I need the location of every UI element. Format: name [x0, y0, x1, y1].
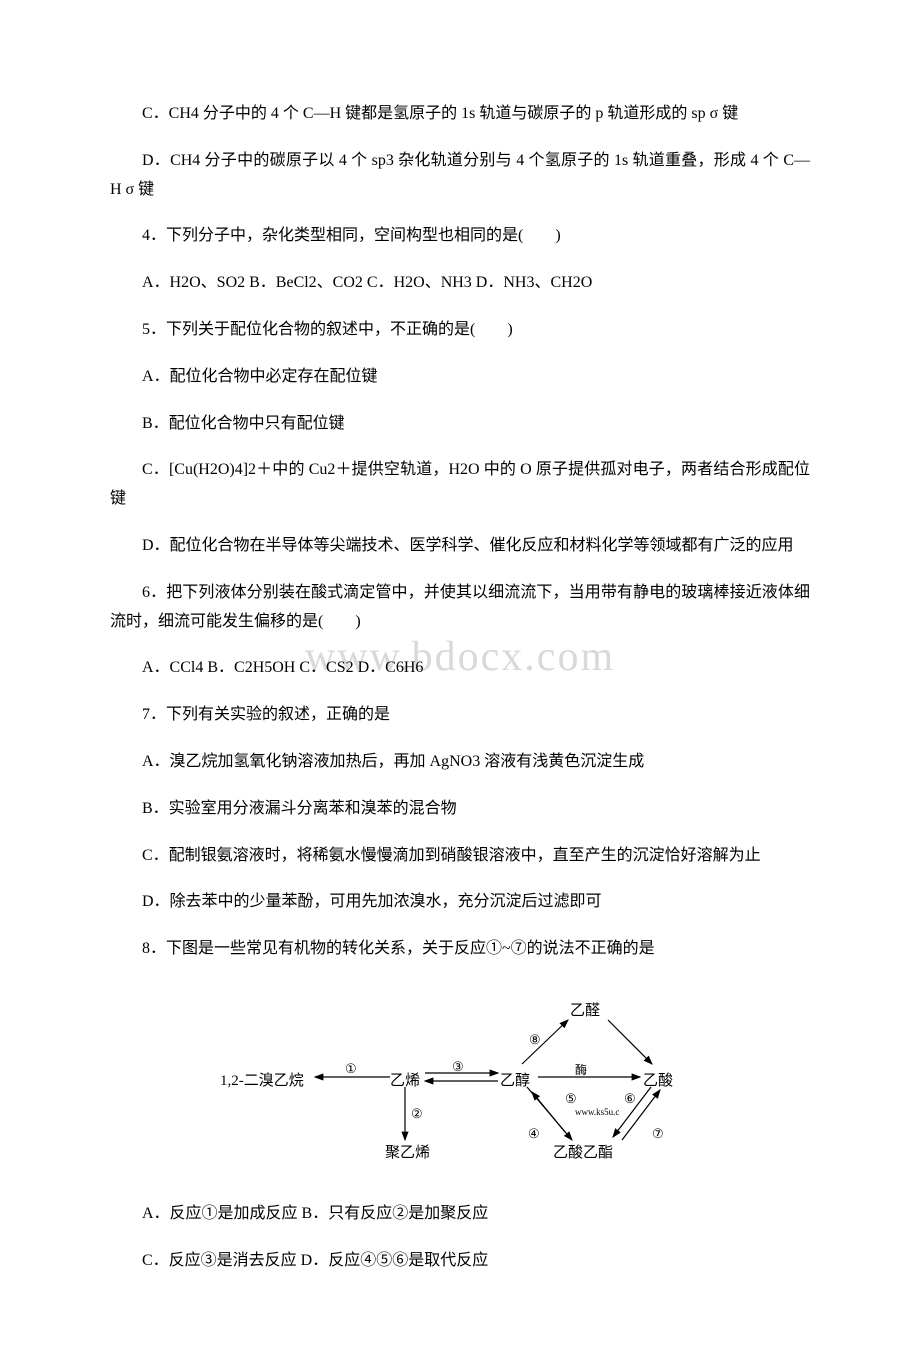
paragraph: 4．下列分子中，杂化类型相同，空间构型也相同的是( )	[110, 222, 810, 251]
paragraph: 6．把下列液体分别装在酸式滴定管中，并使其以细流流下，当用带有静电的玻璃棒接近液…	[110, 579, 810, 637]
node-dibromoethane: 1,2-二溴乙烷	[220, 1068, 304, 1095]
label-8: ⑧	[529, 1028, 541, 1051]
label-enzyme: 酶	[575, 1060, 587, 1082]
paragraph: 5．下列关于配位化合物的叙述中，不正确的是( )	[110, 316, 810, 345]
node-polyethylene: 聚乙烯	[385, 1140, 430, 1167]
paragraph: C．配制银氨溶液时，将稀氨水慢慢滴加到硝酸银溶液中，直至产生的沉淀恰好溶解为止	[110, 842, 810, 871]
paragraph: 7．下列有关实验的叙述，正确的是	[110, 701, 810, 730]
paragraph: D．CH4 分子中的碳原子以 4 个 sp3 杂化轨道分别与 4 个氢原子的 1…	[110, 147, 810, 205]
paragraph: B．实验室用分液漏斗分离苯和溴苯的混合物	[110, 795, 810, 824]
node-acetaldehyde: 乙醛	[570, 998, 600, 1025]
node-ethanol: 乙醇	[500, 1068, 530, 1095]
paragraph: C．反应③是消去反应 D．反应④⑤⑥是取代反应	[110, 1247, 810, 1276]
paragraph: A．H2O、SO2 B．BeCl2、CO2 C．H2O、NH3 D．NH3、CH…	[110, 269, 810, 298]
label-ks5u: www.ks5u.c	[575, 1104, 619, 1120]
paragraph: 8．下图是一些常见有机物的转化关系，关于反应①~⑦的说法不正确的是	[110, 935, 810, 964]
node-aceticacid: 乙酸	[643, 1068, 673, 1095]
paragraph: B．配位化合物中只有配位键	[110, 410, 810, 439]
label-7: ⑦	[652, 1122, 664, 1145]
paragraph: C．CH4 分子中的 4 个 C—H 键都是氢原子的 1s 轨道与碳原子的 p …	[110, 100, 810, 129]
label-6: ⑥	[624, 1087, 636, 1110]
reaction-diagram: 1,2-二溴乙烷 乙烯 乙醇 乙醛 乙酸 乙酸乙酯 聚乙烯 ① ② ③ ④ ⑤ …	[220, 982, 720, 1182]
label-1: ①	[345, 1057, 357, 1080]
paragraph: A．CCl4 B．C2H5OH C．CS2 D．C6H6	[110, 654, 810, 683]
paragraph: A．配位化合物中必定存在配位键	[110, 363, 810, 392]
label-3: ③	[452, 1055, 464, 1078]
paragraph: A．溴乙烷加氢氧化钠溶液加热后，再加 AgNO3 溶液有浅黄色沉淀生成	[110, 748, 810, 777]
paragraph: A．反应①是加成反应 B．只有反应②是加聚反应	[110, 1200, 810, 1229]
label-4: ④	[528, 1122, 540, 1145]
label-2: ②	[411, 1102, 423, 1125]
paragraph: D．除去苯中的少量苯酚，可用先加浓溴水，充分沉淀后过滤即可	[110, 888, 810, 917]
node-ethylacetate: 乙酸乙酯	[553, 1140, 613, 1167]
paragraph: C．[Cu(H2O)4]2＋中的 Cu2＋提供空轨道，H2O 中的 O 原子提供…	[110, 456, 810, 514]
paragraph: D．配位化合物在半导体等尖端技术、医学科学、催化反应和材料化学等领域都有广泛的应…	[110, 532, 810, 561]
node-ethylene: 乙烯	[390, 1068, 420, 1095]
